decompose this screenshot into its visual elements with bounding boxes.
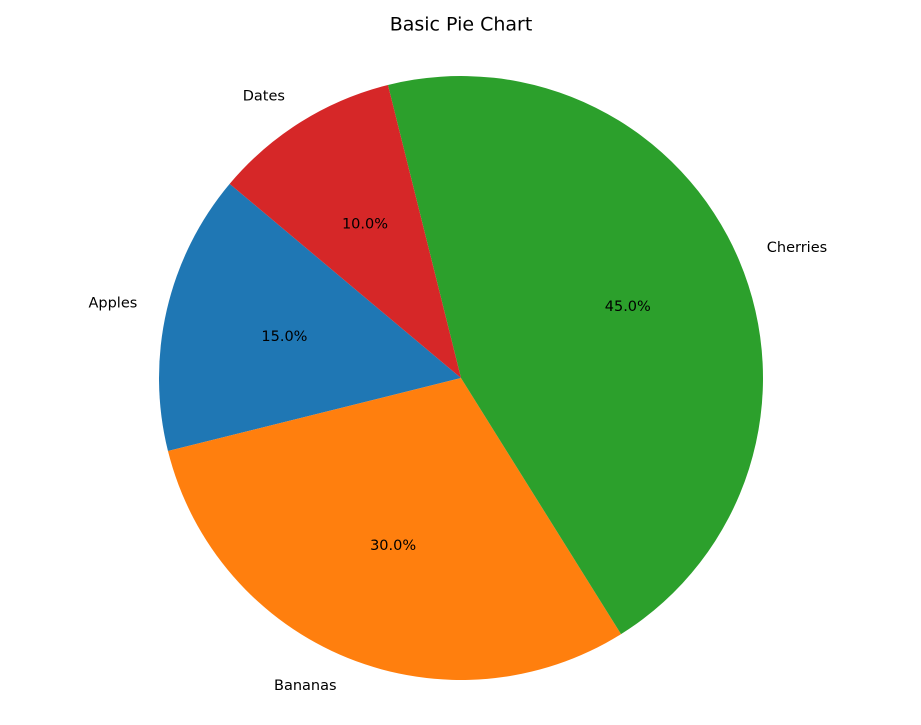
slice-label: Dates (243, 88, 285, 104)
pie-slice (387, 75, 763, 635)
value-label: 15.0% (261, 329, 307, 345)
value-label: 10.0% (342, 216, 388, 232)
pie-slice (229, 84, 461, 378)
value-label: 30.0% (370, 538, 416, 554)
slice-label: Bananas (274, 678, 337, 694)
chart-title: Basic Pie Chart (390, 14, 533, 36)
pie-slice (167, 378, 622, 680)
pie-slice (158, 183, 461, 452)
slice-label: Cherries (767, 240, 827, 256)
value-label: 45.0% (605, 299, 651, 315)
slice-label: Apples (88, 295, 137, 311)
